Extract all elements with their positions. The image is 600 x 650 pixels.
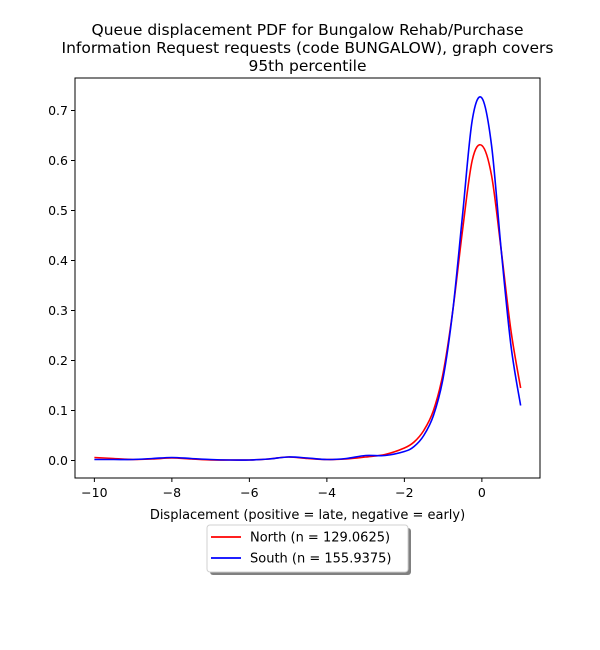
x-tick-label: −8 xyxy=(163,485,181,500)
plot-area xyxy=(74,77,541,479)
x-axis-ticks: −10 −8 −6 −4 −2 0 xyxy=(81,478,486,500)
x-tick-label: −6 xyxy=(240,485,258,500)
y-axis-ticks: 0.0 0.1 0.2 0.3 0.4 0.5 0.6 0.7 xyxy=(48,103,75,468)
y-tick-label: 0.0 xyxy=(48,453,68,468)
y-tick-label: 0.1 xyxy=(48,403,68,418)
x-tick-label: 0 xyxy=(478,485,486,500)
y-tick-label: 0.3 xyxy=(48,303,68,318)
x-tick-label: −10 xyxy=(81,485,107,500)
x-axis-label: Displacement (positive = late, negative … xyxy=(150,508,465,523)
title-line: Queue displacement PDF for Bungalow Reha… xyxy=(92,21,524,39)
title-line: 95th percentile xyxy=(248,57,366,75)
legend-entry: South (n = 155.9375) xyxy=(250,552,391,567)
y-tick-label: 0.7 xyxy=(48,103,68,118)
y-tick-label: 0.4 xyxy=(48,253,68,268)
chart-title: Queue displacement PDF for Bungalow Reha… xyxy=(62,21,554,75)
series-lines xyxy=(94,96,522,461)
legend-entry: North (n = 129.0625) xyxy=(250,531,390,546)
series-line-south xyxy=(94,96,522,461)
legend: North (n = 129.0625) South (n = 155.9375) xyxy=(206,524,411,575)
y-tick-label: 0.2 xyxy=(48,353,68,368)
title-line: Information Request requests (code BUNGA… xyxy=(62,39,554,57)
y-tick-label: 0.5 xyxy=(48,203,68,218)
legend-box xyxy=(206,524,409,573)
x-tick-label: −4 xyxy=(318,485,336,500)
x-tick-label: −2 xyxy=(395,485,413,500)
y-tick-label: 0.6 xyxy=(48,153,68,168)
